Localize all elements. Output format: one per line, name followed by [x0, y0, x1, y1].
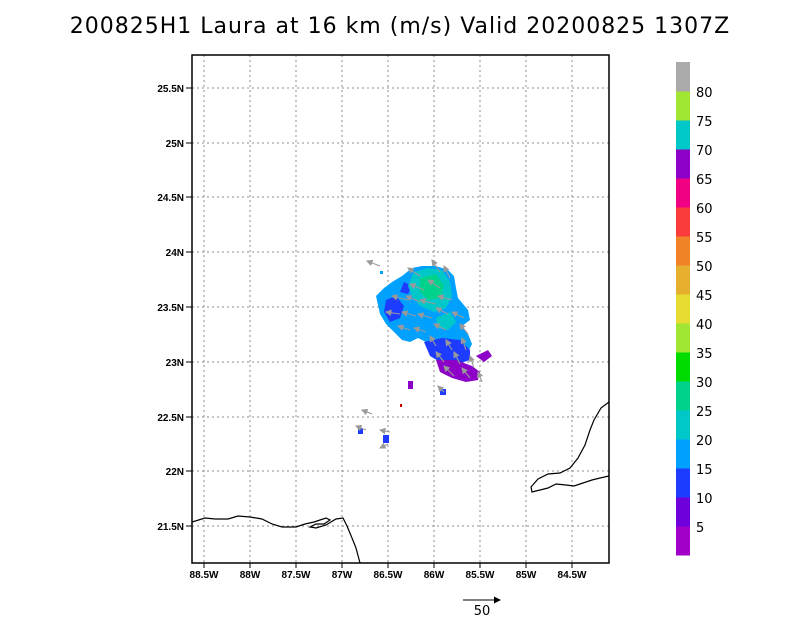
colorbar-label: 80	[696, 86, 713, 101]
colorbar-segment	[676, 265, 690, 295]
colorbar-segment	[676, 91, 690, 121]
colorbar-label: 35	[696, 347, 713, 362]
colorbar-segment	[676, 497, 690, 527]
lat-label: 23.5N	[157, 303, 184, 314]
lon-label: 85.5W	[466, 570, 495, 581]
colorbar-label: 20	[696, 434, 713, 449]
colorbar-label: 70	[696, 144, 713, 159]
lon-label: 88.5W	[190, 570, 219, 581]
lon-label: 85W	[516, 570, 537, 581]
colorbar-segment	[676, 468, 690, 498]
lon-label: 86W	[424, 570, 445, 581]
lon-label: 87.5W	[282, 570, 311, 581]
colorbar-segment	[676, 178, 690, 208]
coastline-yucatan	[192, 515, 361, 563]
colorbar-label: 5	[696, 521, 704, 536]
lat-label: 22N	[166, 467, 184, 478]
colorbar-label: 10	[696, 492, 713, 507]
lat-label: 25.5N	[157, 84, 184, 95]
colorbar-label: 15	[696, 463, 713, 478]
coastline-cuba	[530, 401, 609, 493]
map-title: 200825H1 Laura at 16 km (m/s) Valid 2020…	[69, 14, 731, 39]
colorbar-label: 55	[696, 231, 713, 246]
colorbar-segment	[676, 352, 690, 382]
colorbar-label: 50	[696, 260, 713, 275]
colorbar-label: 30	[696, 376, 713, 391]
colorbar-segment	[676, 236, 690, 266]
colorbar-label: 25	[696, 405, 713, 420]
colorbar-segment	[676, 294, 690, 324]
colorbar-segment	[676, 62, 690, 92]
colorbar-segment	[676, 149, 690, 179]
colorbar-segment	[676, 381, 690, 411]
lon-label: 87W	[332, 570, 353, 581]
lon-label: 88W	[240, 570, 261, 581]
lat-label: 24N	[166, 248, 184, 259]
colorbar-segment	[676, 120, 690, 150]
lon-label: 84.5W	[558, 570, 587, 581]
lat-label: 24.5N	[157, 193, 184, 204]
colorbar-segment	[676, 439, 690, 469]
lat-label: 21.5N	[157, 522, 184, 533]
colorbar-label: 75	[696, 115, 713, 130]
map-frame	[191, 54, 610, 564]
colorbar-label: 40	[696, 318, 713, 333]
colorbar	[676, 62, 690, 556]
latitude-labels: 25.5N 25N 24.5N 24N 23.5N 23N 22.5N 22N …	[157, 84, 184, 533]
colorbar-segment	[676, 207, 690, 237]
longitude-labels: 88.5W 88W 87.5W 87W 86.5W 86W 85.5W 85W …	[190, 570, 587, 581]
colorbar-label: 45	[696, 289, 713, 304]
lat-label: 25N	[166, 139, 184, 150]
colorbar-label: 65	[696, 173, 713, 188]
reference-vector-label: 50	[474, 604, 491, 618]
lat-label: 22.5N	[157, 413, 184, 424]
colorbar-segment	[676, 323, 690, 353]
colorbar-labels: 5 10 15 20 25 30 35 40 45 50 55 60 65 70…	[696, 86, 713, 536]
colorbar-segment	[676, 526, 690, 556]
axis-ticks	[186, 87, 573, 568]
colorbar-segment	[676, 410, 690, 440]
lon-label: 86.5W	[374, 570, 403, 581]
wind-vectors	[354, 259, 484, 449]
wind-field	[358, 266, 492, 443]
lat-label: 23N	[166, 358, 184, 369]
colorbar-label: 60	[696, 202, 713, 217]
